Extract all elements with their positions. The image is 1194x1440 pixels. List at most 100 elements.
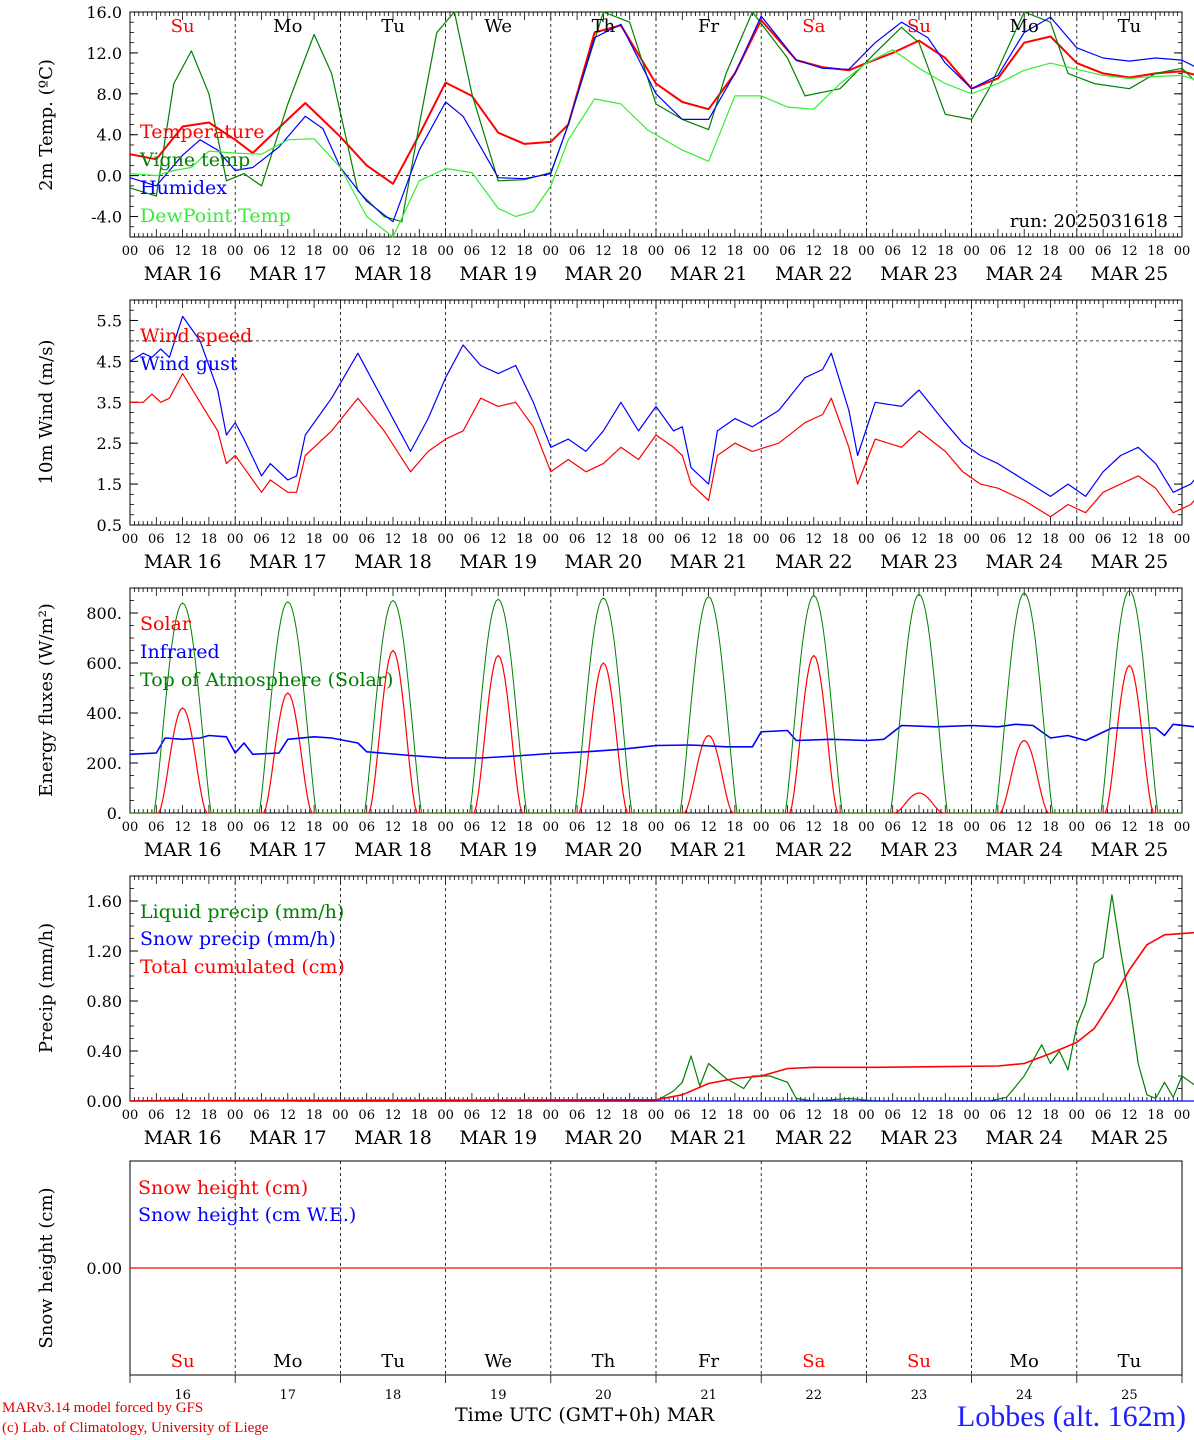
panel-frame xyxy=(129,299,1183,526)
y-tick-label: 1.5 xyxy=(97,475,122,494)
series-line-wind-speed xyxy=(130,373,1194,518)
hour-tick-label: 12 xyxy=(700,1108,717,1123)
day-of-week-label: Mo xyxy=(273,1351,302,1372)
date-label: MAR 22 xyxy=(775,1127,853,1149)
day-number-label: 20 xyxy=(595,1388,612,1403)
hour-tick-label: 06 xyxy=(464,532,481,547)
hour-tick-label: 18 xyxy=(516,1108,533,1123)
series-line-vigne-temp xyxy=(129,11,1194,223)
hour-tick-label: 18 xyxy=(1147,1108,1164,1123)
date-label: MAR 21 xyxy=(670,263,748,285)
day-of-week-label: Th xyxy=(592,16,616,37)
day-number-label: 17 xyxy=(280,1388,297,1403)
hour-tick-label: 12 xyxy=(595,532,612,547)
y-tick-label: 12.0 xyxy=(86,44,122,63)
hour-tick-label: 06 xyxy=(464,244,481,259)
hour-tick-label: 06 xyxy=(253,532,270,547)
hour-tick-label: 00 xyxy=(437,820,454,835)
panel-2 xyxy=(129,299,1194,526)
legend-entry: Infrared xyxy=(140,641,220,663)
hour-tick-label: 12 xyxy=(385,532,402,547)
legend-entry: Liquid precip (mm/h) xyxy=(140,901,344,923)
day-of-week-label: Su xyxy=(171,16,195,37)
hour-tick-label: 18 xyxy=(727,820,744,835)
hour-tick-label: 18 xyxy=(516,532,533,547)
hour-tick-label: 00 xyxy=(122,244,139,259)
date-label: MAR 23 xyxy=(880,551,958,573)
hour-tick-label: 12 xyxy=(490,532,507,547)
hour-tick-label: 12 xyxy=(174,532,191,547)
hour-tick-label: 00 xyxy=(963,244,980,259)
hour-tick-label: 00 xyxy=(1069,1108,1086,1123)
date-label: MAR 19 xyxy=(459,263,537,285)
hour-tick-label: 06 xyxy=(884,532,901,547)
day-of-week-label: Tu xyxy=(381,16,405,37)
date-label: MAR 16 xyxy=(144,839,222,861)
hour-tick-label: 06 xyxy=(148,244,165,259)
hour-tick-label: 00 xyxy=(1069,820,1086,835)
hour-tick-label: 12 xyxy=(1121,244,1138,259)
hour-tick-label: 06 xyxy=(569,820,586,835)
hour-tick-label: 12 xyxy=(385,244,402,259)
date-label: MAR 19 xyxy=(459,839,537,861)
hour-tick-label: 06 xyxy=(990,820,1007,835)
hour-tick-label: 06 xyxy=(884,820,901,835)
hour-tick-label: 06 xyxy=(779,532,796,547)
hour-tick-label: 12 xyxy=(1016,244,1033,259)
panel-frame xyxy=(129,587,1183,814)
y-tick-label: 800. xyxy=(86,604,122,623)
day-of-week-label: Su xyxy=(907,16,931,37)
model-credit: MARv3.14 model forced by GFS xyxy=(2,1400,204,1416)
hour-tick-label: 00 xyxy=(963,820,980,835)
y-tick-label: 0.0 xyxy=(97,167,122,186)
hour-tick-label: 00 xyxy=(227,1108,244,1123)
legend-entry: Temperature xyxy=(140,121,264,143)
day-of-week-label: We xyxy=(484,1351,512,1372)
legend-entry: Wind gust xyxy=(140,353,238,375)
y-tick-label: 0.00 xyxy=(86,1259,122,1278)
legend-entry: Total cumulated (cm) xyxy=(140,956,345,978)
hour-tick-label: 18 xyxy=(832,820,849,835)
hour-tick-label: 18 xyxy=(1042,532,1059,547)
hour-tick-label: 12 xyxy=(280,820,297,835)
day-number-label: 21 xyxy=(700,1388,717,1403)
hour-tick-label: 18 xyxy=(832,532,849,547)
legend-entry: Snow height (cm) xyxy=(138,1177,308,1199)
y-tick-label: 4.0 xyxy=(97,126,122,145)
hour-tick-label: 00 xyxy=(648,244,665,259)
day-number-label: 23 xyxy=(911,1388,928,1403)
day-number-label: 22 xyxy=(806,1388,823,1403)
y-tick-label: 16.0 xyxy=(86,3,122,22)
date-label: MAR 18 xyxy=(354,1127,432,1149)
series-line-top-of-atmosphere-solar- xyxy=(130,590,1182,814)
hour-tick-label: 12 xyxy=(174,244,191,259)
day-number-label: 25 xyxy=(1121,1388,1138,1403)
y-tick-label: 0. xyxy=(107,804,122,823)
y-axis-label: 10m Wind (m/s) xyxy=(36,340,57,485)
hour-tick-label: 18 xyxy=(621,820,638,835)
date-label: MAR 21 xyxy=(670,551,748,573)
day-of-week-label: Mo xyxy=(1010,16,1039,37)
hour-tick-label: 06 xyxy=(1095,820,1112,835)
y-tick-label: 0.40 xyxy=(86,1042,122,1061)
hour-tick-label: 06 xyxy=(148,532,165,547)
y-tick-label: -4.0 xyxy=(91,208,122,227)
hour-tick-label: 06 xyxy=(674,1108,691,1123)
day-of-week-label: Tu xyxy=(381,1351,405,1372)
series-line-liquid-precip-mm-h- xyxy=(129,894,1194,1102)
y-tick-label: 0.5 xyxy=(97,516,122,535)
hour-tick-label: 12 xyxy=(700,532,717,547)
date-label: MAR 18 xyxy=(354,263,432,285)
day-of-week-label: Tu xyxy=(1118,1351,1142,1372)
date-label: MAR 23 xyxy=(880,1127,958,1149)
hour-tick-label: 00 xyxy=(858,244,875,259)
day-of-week-label: Th xyxy=(592,1351,616,1372)
y-axis-label: Energy fluxes (W/m²) xyxy=(36,603,57,797)
panel-4 xyxy=(129,875,1194,1102)
day-of-week-label: Mo xyxy=(1010,1351,1039,1372)
hour-tick-label: 06 xyxy=(884,1108,901,1123)
day-number-label: 18 xyxy=(385,1388,402,1403)
hour-tick-label: 00 xyxy=(332,820,349,835)
hour-tick-label: 06 xyxy=(779,820,796,835)
